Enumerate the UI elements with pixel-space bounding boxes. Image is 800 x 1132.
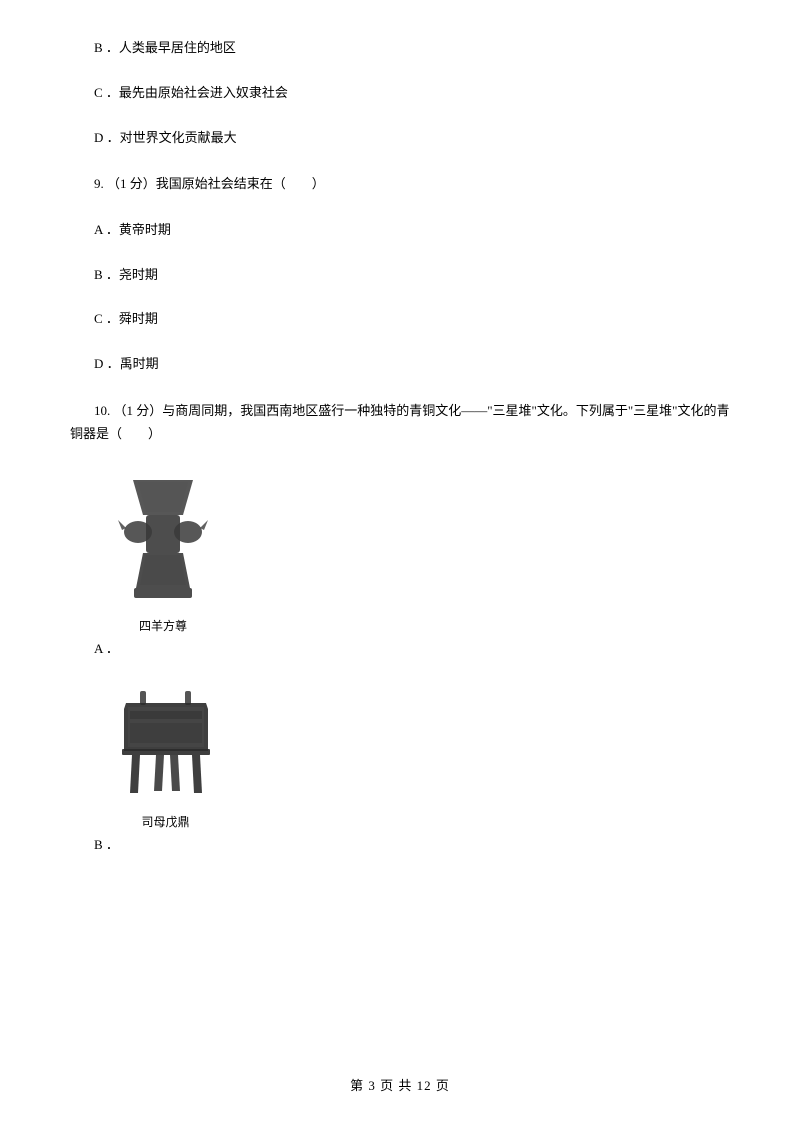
q8-option-b: B ．人类最早居住的地区: [70, 38, 730, 59]
q8-option-c: C ．最先由原始社会进入奴隶社会: [70, 83, 730, 104]
simu-vessel-image: [108, 681, 223, 811]
simu-caption: 司母戊鼎: [108, 813, 223, 830]
siyang-vessel-image: [108, 470, 218, 615]
q10-option-a-container: 四羊方尊 A ．: [70, 470, 730, 657]
page-footer: 第 3 页 共 12 页: [0, 1075, 800, 1094]
siyang-caption: 四羊方尊: [108, 617, 218, 634]
question-10-text: 10. （1 分）与商周同期，我国西南地区盛行一种独特的青铜文化——"三星堆"文…: [70, 399, 730, 446]
question-9-text: 9. （1 分）我国原始社会结束在（ ）: [70, 172, 730, 195]
q8-option-d: D ．对世界文化贡献最大: [70, 128, 730, 149]
q10-option-a-label: A ．: [94, 638, 119, 657]
q9-option-b: B ．尧时期: [70, 265, 730, 286]
q10-option-b-container: 司母戊鼎 B ．: [70, 681, 730, 853]
q10-option-b-label: B ．: [94, 834, 119, 853]
q9-option-c: C ．舜时期: [70, 309, 730, 330]
q9-option-a: A ．黄帝时期: [70, 220, 730, 241]
q9-option-d: D ．禹时期: [70, 354, 730, 375]
